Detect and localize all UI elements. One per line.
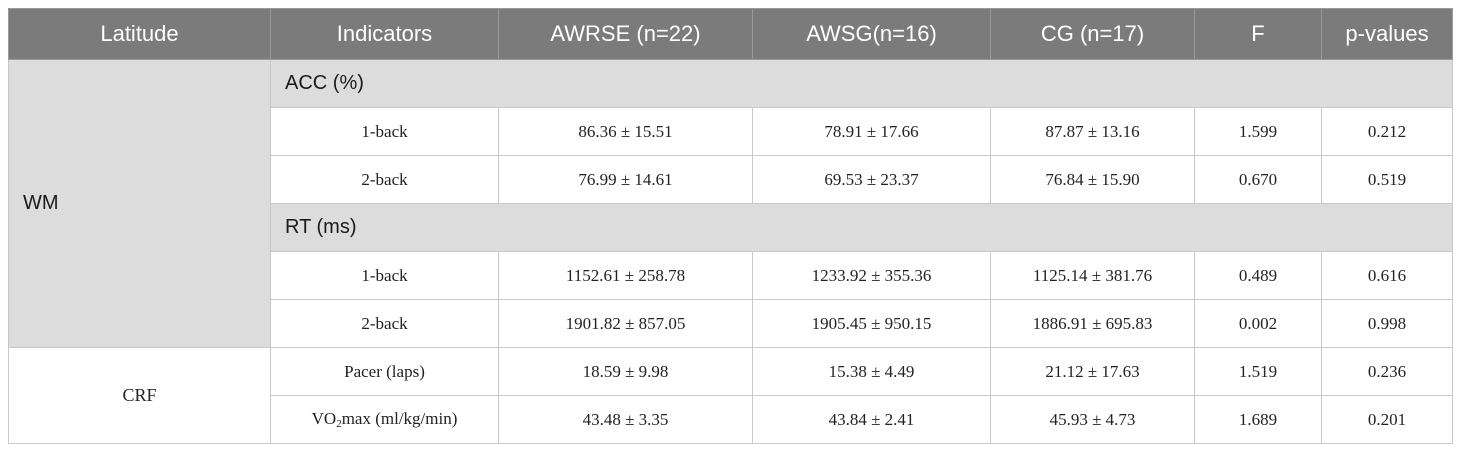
indicator-prefix: VO <box>311 409 337 428</box>
section-row-acc: WM ACC (%) <box>8 59 1453 348</box>
awrse-cell: 1901.82 ± 857.05 <box>498 299 753 348</box>
col-header-f: F <box>1194 8 1322 60</box>
section-label-rt: RT (ms) <box>270 203 1453 252</box>
indicator-cell: Pacer (laps) <box>270 347 499 396</box>
p-cell: 0.236 <box>1321 347 1453 396</box>
col-header-awsg: AWSG(n=16) <box>752 8 991 60</box>
section-label-acc: ACC (%) <box>270 59 1453 108</box>
table-row: 2-back 76.99 ± 14.61 69.53 ± 23.37 76.84… <box>9 155 1453 204</box>
cg-cell: 87.87 ± 13.16 <box>990 107 1195 156</box>
cg-cell: 1125.14 ± 381.76 <box>990 251 1195 300</box>
indicator-subscript: 2 <box>336 418 342 430</box>
f-cell: 0.002 <box>1194 299 1322 348</box>
col-header-p-values: p-values <box>1321 8 1453 60</box>
awsg-cell: 15.38 ± 4.49 <box>752 347 991 396</box>
f-cell: 1.599 <box>1194 107 1322 156</box>
awsg-cell: 78.91 ± 17.66 <box>752 107 991 156</box>
awsg-cell: 43.84 ± 2.41 <box>752 395 991 444</box>
indicator-cell: 1-back <box>270 107 499 156</box>
latitude-cell-crf: CRF <box>8 347 271 444</box>
p-cell: 0.616 <box>1321 251 1453 300</box>
f-cell: 0.489 <box>1194 251 1322 300</box>
header-row: Latitude Indicators AWRSE (n=22) AWSG(n=… <box>8 8 1453 60</box>
cg-cell: 76.84 ± 15.90 <box>990 155 1195 204</box>
table-row: 1-back 1152.61 ± 258.78 1233.92 ± 355.36… <box>9 251 1453 300</box>
table-row: CRF Pacer (laps) 18.59 ± 9.98 15.38 ± 4.… <box>8 347 1453 444</box>
cg-cell: 45.93 ± 4.73 <box>990 395 1195 444</box>
indicator-cell: 1-back <box>270 251 499 300</box>
f-cell: 1.689 <box>1194 395 1322 444</box>
latitude-cell-wm: WM <box>8 59 271 348</box>
col-header-latitude: Latitude <box>8 8 271 60</box>
p-cell: 0.212 <box>1321 107 1453 156</box>
table-row: VO2max (ml/kg/min) 43.48 ± 3.35 43.84 ± … <box>9 395 1453 444</box>
indicator-cell: 2-back <box>270 155 499 204</box>
awsg-cell: 69.53 ± 23.37 <box>752 155 991 204</box>
indicator-cell: 2-back <box>270 299 499 348</box>
table-row: 2-back 1901.82 ± 857.05 1905.45 ± 950.15… <box>9 299 1453 348</box>
p-cell: 0.998 <box>1321 299 1453 348</box>
table-row: 1-back 86.36 ± 15.51 78.91 ± 17.66 87.87… <box>9 107 1453 156</box>
f-cell: 1.519 <box>1194 347 1322 396</box>
awrse-cell: 1152.61 ± 258.78 <box>498 251 753 300</box>
col-header-indicators: Indicators <box>270 8 499 60</box>
col-header-cg: CG (n=17) <box>990 8 1195 60</box>
awrse-cell: 43.48 ± 3.35 <box>498 395 753 444</box>
awsg-cell: 1905.45 ± 950.15 <box>752 299 991 348</box>
p-cell: 0.201 <box>1321 395 1453 444</box>
indicator-suffix: max (ml/kg/min) <box>341 409 458 428</box>
awrse-cell: 76.99 ± 14.61 <box>498 155 753 204</box>
cg-cell: 1886.91 ± 695.83 <box>990 299 1195 348</box>
col-header-awrse: AWRSE (n=22) <box>498 8 753 60</box>
p-cell: 0.519 <box>1321 155 1453 204</box>
f-cell: 0.670 <box>1194 155 1322 204</box>
awsg-cell: 1233.92 ± 355.36 <box>752 251 991 300</box>
section-row-rt: RT (ms) <box>9 203 1453 252</box>
awrse-cell: 86.36 ± 15.51 <box>498 107 753 156</box>
results-table: Latitude Indicators AWRSE (n=22) AWSG(n=… <box>8 8 1453 444</box>
cg-cell: 21.12 ± 17.63 <box>990 347 1195 396</box>
indicator-cell: VO2max (ml/kg/min) <box>270 395 499 444</box>
awrse-cell: 18.59 ± 9.98 <box>498 347 753 396</box>
